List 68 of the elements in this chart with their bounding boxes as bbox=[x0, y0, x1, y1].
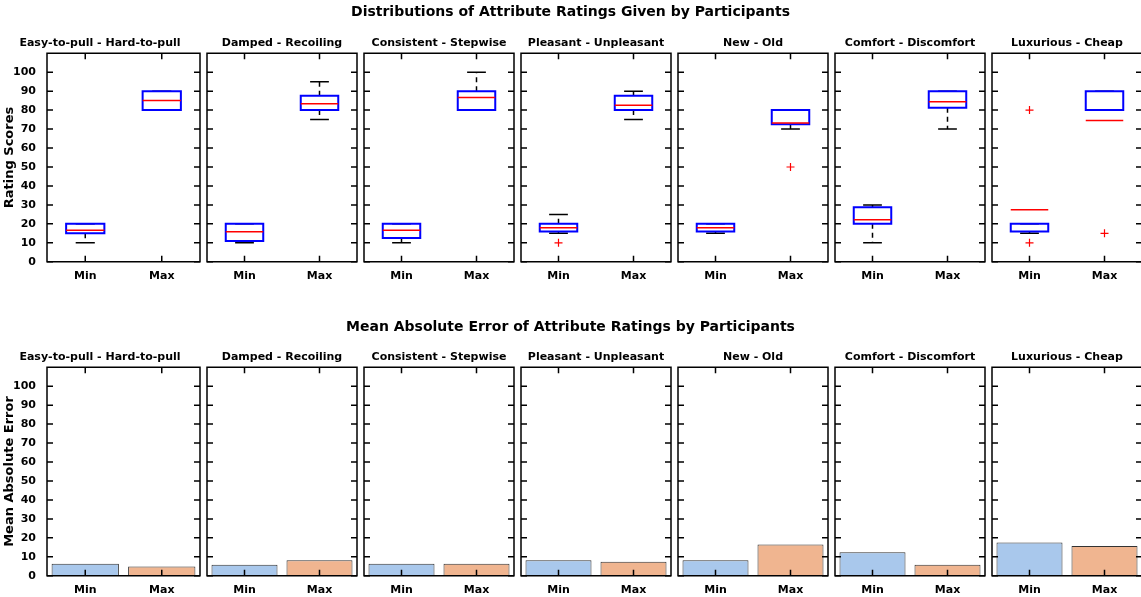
y-axis-title: Mean Absolute Error bbox=[1, 395, 17, 547]
x-tick-label: Min bbox=[861, 583, 884, 597]
x-tick-label: Min bbox=[73, 269, 97, 283]
chart-subtitle: Luxurious - Cheap bbox=[1011, 36, 1124, 50]
x-tick-label: Max bbox=[149, 269, 175, 283]
y-tick-label: 0 bbox=[28, 568, 37, 582]
y-tick-label: 100 bbox=[13, 379, 37, 393]
y-tick-label: 100 bbox=[13, 65, 37, 79]
y-tick-label: 40 bbox=[20, 178, 37, 192]
chart-subtitle: Pleasant - Unpleasant bbox=[527, 36, 665, 50]
chart-subtitle: Luxurious - Cheap bbox=[1011, 350, 1124, 364]
y-tick-label: 80 bbox=[20, 416, 37, 430]
y-tick-label: 30 bbox=[20, 197, 37, 211]
x-tick-label: Min bbox=[233, 583, 256, 597]
x-tick-label: Min bbox=[861, 269, 884, 283]
text: Distributions of Attribute Ratings Given by Participants bbox=[350, 3, 791, 19]
x-tick-label: Max bbox=[620, 583, 647, 597]
y-tick-label: 30 bbox=[20, 511, 37, 525]
y-tick-label: 90 bbox=[20, 397, 37, 411]
y-tick-label: 20 bbox=[20, 216, 37, 230]
chart-subtitle: Damped - Recoiling bbox=[221, 36, 343, 50]
y-tick-label: 10 bbox=[20, 549, 37, 563]
x-tick-label: Max bbox=[1091, 583, 1118, 597]
y-tick-label: 50 bbox=[20, 473, 37, 487]
chart-subtitle: Comfort - Discomfort bbox=[844, 36, 976, 50]
y-tick-label: 50 bbox=[20, 159, 37, 173]
x-tick-label: Min bbox=[704, 269, 727, 283]
x-tick-label: Max bbox=[934, 583, 961, 597]
x-tick-label: Min bbox=[547, 269, 570, 283]
x-tick-label: Max bbox=[463, 269, 490, 283]
x-tick-label: Min bbox=[1018, 583, 1041, 597]
x-tick-label: Max bbox=[934, 269, 961, 283]
x-tick-label: Max bbox=[1091, 269, 1118, 283]
y-tick-label: 10 bbox=[20, 235, 37, 249]
chart-subtitle: Consistent - Stepwise bbox=[371, 36, 507, 50]
x-tick-label: Min bbox=[390, 583, 413, 597]
x-tick-label: Max bbox=[149, 583, 175, 597]
y-tick-label: 70 bbox=[20, 121, 37, 135]
x-tick-label: Max bbox=[306, 583, 333, 597]
y-tick-label: 60 bbox=[20, 454, 37, 468]
y-tick-label: 80 bbox=[20, 102, 37, 116]
y-tick-label: 60 bbox=[20, 140, 37, 154]
x-tick-label: Min bbox=[547, 583, 570, 597]
x-tick-label: Max bbox=[463, 583, 490, 597]
y-tick-label: 40 bbox=[20, 492, 37, 506]
x-tick-label: Min bbox=[73, 583, 97, 597]
x-tick-label: Max bbox=[306, 269, 333, 283]
chart-subtitle: Easy-to-pull - Hard-to-pull bbox=[19, 350, 181, 364]
x-tick-label: Max bbox=[777, 269, 804, 283]
chart-subtitle: Damped - Recoiling bbox=[221, 350, 343, 364]
y-tick-label: 90 bbox=[20, 83, 37, 97]
chart-subtitle: Comfort - Discomfort bbox=[844, 350, 976, 364]
chart-subtitle: Consistent - Stepwise bbox=[371, 350, 507, 364]
chart-subtitle: Easy-to-pull - Hard-to-pull bbox=[19, 36, 181, 50]
y-tick-label: 20 bbox=[20, 530, 37, 544]
x-tick-label: Min bbox=[390, 269, 413, 283]
chart-subtitle: New - Old bbox=[722, 350, 784, 364]
y-tick-label: 0 bbox=[28, 254, 37, 268]
x-tick-label: Min bbox=[1018, 269, 1041, 283]
chart-subtitle: Pleasant - Unpleasant bbox=[527, 350, 665, 364]
chart-subtitle: New - Old bbox=[722, 36, 784, 50]
x-tick-label: Min bbox=[704, 583, 727, 597]
text: Mean Absolute Error of Attribute Ratings by Participants bbox=[345, 318, 796, 334]
y-tick-label: 70 bbox=[20, 435, 37, 449]
y-axis-title: Rating Scores bbox=[1, 106, 17, 209]
x-tick-label: Max bbox=[777, 583, 804, 597]
x-tick-label: Min bbox=[233, 269, 256, 283]
x-tick-label: Max bbox=[620, 269, 647, 283]
